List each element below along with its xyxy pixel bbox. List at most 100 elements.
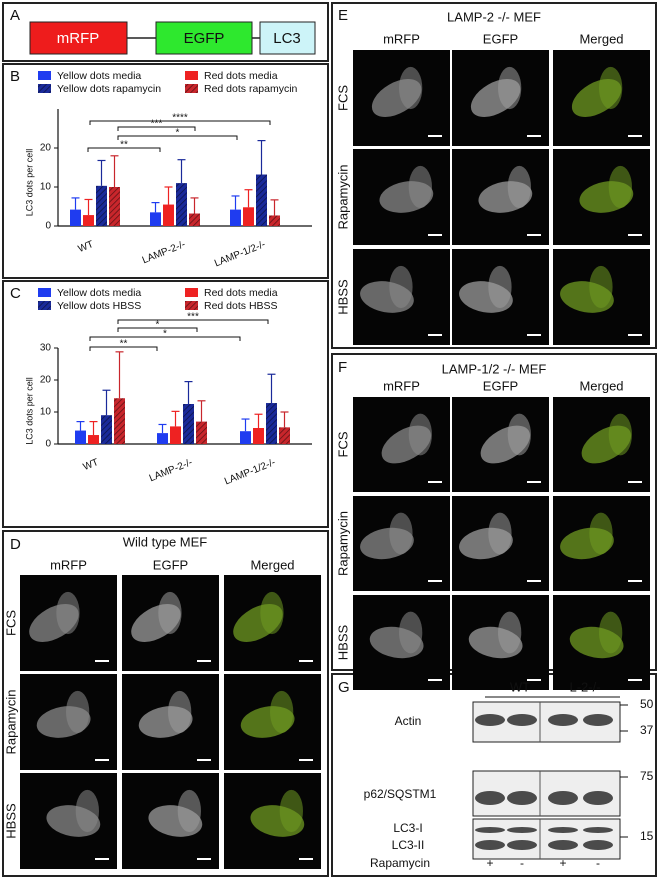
error-bar	[270, 199, 279, 216]
error-bar	[254, 413, 263, 428]
error-bar	[241, 418, 250, 432]
panel-letter: E	[338, 7, 348, 24]
micrograph	[553, 595, 650, 690]
row-label: FCS	[335, 85, 350, 111]
micrograph	[452, 595, 549, 690]
x-tick-label: LAMP-1/2-/-	[213, 239, 267, 269]
row-label: HBSS	[3, 803, 18, 839]
bar	[163, 204, 174, 226]
error-bar	[115, 351, 124, 399]
panel-frame	[2, 63, 329, 279]
construct-box	[29, 21, 128, 55]
group-label: WT	[510, 679, 530, 694]
legend-label: Yellow dots HBSS	[57, 300, 141, 312]
error-bar	[231, 195, 240, 210]
bar	[230, 209, 241, 226]
significance-bracket	[87, 147, 161, 152]
panel-letter: D	[10, 536, 21, 553]
bar	[183, 404, 194, 444]
construct-box	[259, 21, 316, 55]
significance-bracket	[89, 336, 241, 341]
significance-label: *	[176, 128, 180, 139]
bar	[266, 403, 277, 444]
legend-swatch	[38, 288, 51, 297]
bar	[196, 421, 207, 444]
micrograph	[553, 496, 650, 591]
error-bar	[89, 421, 98, 436]
error-bar	[97, 159, 106, 186]
error-bar	[197, 400, 206, 422]
column-label: Merged	[579, 31, 623, 46]
significance-label: ***	[151, 119, 163, 130]
y-tick-label: 0	[45, 439, 51, 450]
significance-bracket	[117, 319, 269, 324]
micrograph	[452, 50, 549, 146]
bar	[109, 187, 120, 226]
legend-label: Yellow dots media	[57, 70, 141, 82]
legend-swatch	[185, 288, 198, 297]
legend-swatch	[38, 301, 51, 310]
legend-swatch	[38, 71, 51, 80]
bar	[83, 215, 94, 226]
micrograph	[452, 149, 549, 245]
bar	[269, 215, 280, 226]
error-bar	[158, 423, 167, 434]
legend-label: Red dots HBSS	[204, 300, 278, 312]
blot-row-label: p62/SQSTM1	[364, 787, 437, 801]
panel-title: Wild type MEF	[123, 534, 208, 549]
lane-label: +	[559, 856, 566, 870]
x-tick-label: WT	[82, 457, 101, 473]
panel-frame	[2, 530, 329, 877]
column-label: mRFP	[383, 31, 420, 46]
column-label: EGFP	[153, 557, 188, 572]
significance-bracket	[89, 346, 158, 351]
x-tick-label: LAMP-2-/-	[141, 239, 187, 266]
micrograph	[553, 149, 650, 245]
marker-label: 75	[640, 769, 654, 783]
micrograph	[20, 674, 117, 770]
panel-frame	[2, 2, 329, 62]
significance-bracket	[117, 126, 196, 131]
micrograph	[122, 575, 219, 671]
micrograph	[20, 773, 117, 869]
micrograph	[553, 249, 650, 345]
panel-letter: C	[10, 285, 21, 302]
y-tick-label: 0	[45, 221, 51, 232]
construct-label: mRFP	[57, 30, 100, 47]
blot-strip	[472, 818, 621, 860]
treatment-label: Rapamycin	[370, 856, 430, 870]
micrograph	[224, 773, 321, 869]
column-label: EGFP	[483, 378, 518, 393]
row-label: FCS	[335, 431, 350, 457]
bar	[243, 207, 254, 226]
error-bar	[71, 197, 80, 210]
panel-frame	[2, 280, 329, 528]
bar	[176, 183, 187, 226]
error-bar	[76, 421, 85, 431]
row-label: HBSS	[335, 624, 350, 660]
bar	[88, 435, 99, 444]
significance-bracket	[89, 120, 271, 125]
micrograph	[353, 249, 450, 345]
micrograph	[353, 496, 450, 591]
micrograph	[353, 595, 450, 690]
bar	[101, 415, 112, 444]
micrograph	[553, 50, 650, 146]
bar	[96, 185, 107, 226]
y-tick-label: 20	[40, 143, 52, 154]
bar	[150, 212, 161, 226]
lane-label: +	[486, 856, 493, 870]
significance-bracket	[117, 135, 238, 140]
blot-row-label: LC3-I	[393, 821, 422, 835]
significance-label: **	[120, 140, 128, 151]
blot-strip	[472, 770, 621, 817]
column-label: EGFP	[483, 31, 518, 46]
legend-swatch	[185, 84, 198, 93]
micrograph	[553, 397, 650, 492]
error-bar	[190, 197, 199, 214]
bar	[240, 431, 251, 444]
column-label: mRFP	[50, 557, 87, 572]
micrograph	[122, 773, 219, 869]
micrograph	[452, 496, 549, 591]
bar	[75, 430, 86, 444]
